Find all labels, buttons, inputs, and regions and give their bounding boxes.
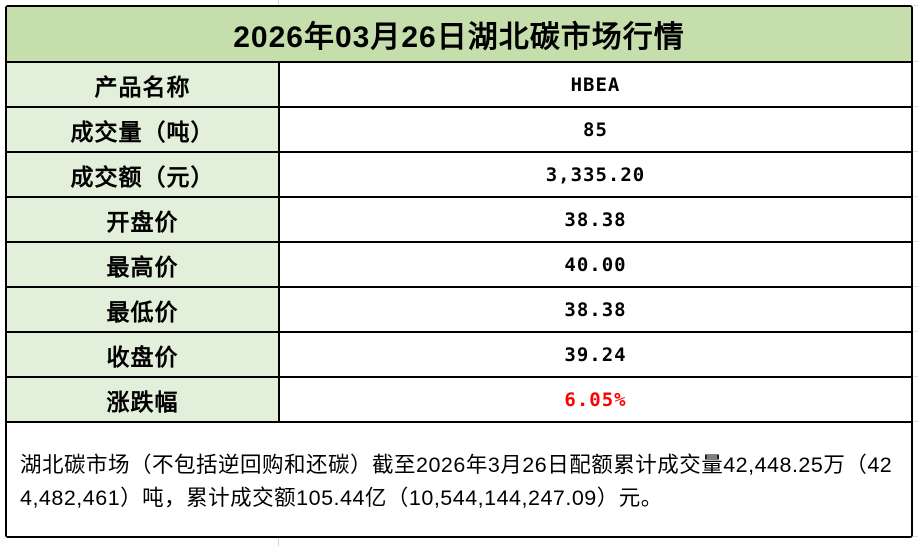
table-row: 产品名称 HBEA (7, 61, 911, 106)
gridline-tick-top (278, 0, 279, 5)
table-row: 最低价 38.38 (7, 286, 911, 331)
gridline-tick (913, 196, 918, 197)
row-value: 6.05% (280, 378, 911, 421)
row-label: 开盘价 (7, 198, 280, 241)
gridline-tick (913, 106, 918, 107)
row-label: 收盘价 (7, 333, 280, 376)
row-label: 产品名称 (7, 63, 280, 106)
row-label: 成交额（元） (7, 153, 280, 196)
table-title: 2026年03月26日湖北碳市场行情 (7, 7, 911, 61)
gridline-tick (913, 5, 918, 6)
row-label: 涨跌幅 (7, 378, 280, 421)
row-value: 40.00 (280, 243, 911, 286)
gridline-tick (913, 376, 918, 377)
gridline-tick (913, 61, 918, 62)
summary-note-text: 湖北碳市场（不包括逆回购和还碳）截至2026年3月26日配额累计成交量42,44… (20, 453, 893, 510)
market-quote-table: 2026年03月26日湖北碳市场行情 产品名称 HBEA 成交量（吨） 85 成交额（元… (5, 5, 913, 538)
gridline-tick (913, 536, 918, 537)
row-label: 成交量（吨） (7, 108, 280, 151)
gridline-tick-bottom (278, 538, 279, 546)
gridline-tick (913, 286, 918, 287)
table-row: 成交额（元） 3,335.20 (7, 151, 911, 196)
table-body: 产品名称 HBEA 成交量（吨） 85 成交额（元） 3,335.20 开盘价 38.38 最高… (7, 61, 911, 421)
row-label: 最低价 (7, 288, 280, 331)
table-row: 最高价 40.00 (7, 241, 911, 286)
summary-note: 湖北碳市场（不包括逆回购和还碳）截至2026年3月26日配额累计成交量42,44… (7, 421, 911, 536)
table-row: 涨跌幅 6.05% (7, 376, 911, 421)
gridline-tick (913, 151, 918, 152)
row-value: 38.38 (280, 288, 911, 331)
row-value: 39.24 (280, 333, 911, 376)
row-label: 最高价 (7, 243, 280, 286)
table-row: 开盘价 38.38 (7, 196, 911, 241)
gridline-tick (913, 241, 918, 242)
table-row: 成交量（吨） 85 (7, 106, 911, 151)
row-value: HBEA (280, 63, 911, 106)
row-value: 38.38 (280, 198, 911, 241)
row-value: 85 (280, 108, 911, 151)
table-row: 收盘价 39.24 (7, 331, 911, 376)
row-value: 3,335.20 (280, 153, 911, 196)
gridline-tick (913, 421, 918, 422)
gridline-tick (913, 331, 918, 332)
